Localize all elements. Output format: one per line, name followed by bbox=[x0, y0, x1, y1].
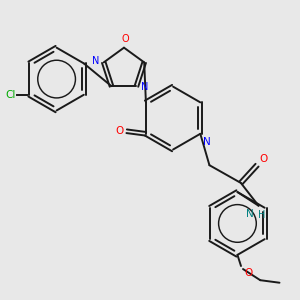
Text: N: N bbox=[140, 82, 148, 92]
Text: O: O bbox=[122, 34, 129, 44]
Text: Cl: Cl bbox=[5, 90, 16, 100]
Text: H: H bbox=[258, 210, 265, 220]
Text: O: O bbox=[116, 126, 124, 136]
Text: O: O bbox=[259, 154, 267, 164]
Text: N: N bbox=[92, 56, 100, 66]
Text: O: O bbox=[244, 268, 252, 278]
Text: N: N bbox=[246, 209, 254, 219]
Text: N: N bbox=[203, 137, 211, 147]
